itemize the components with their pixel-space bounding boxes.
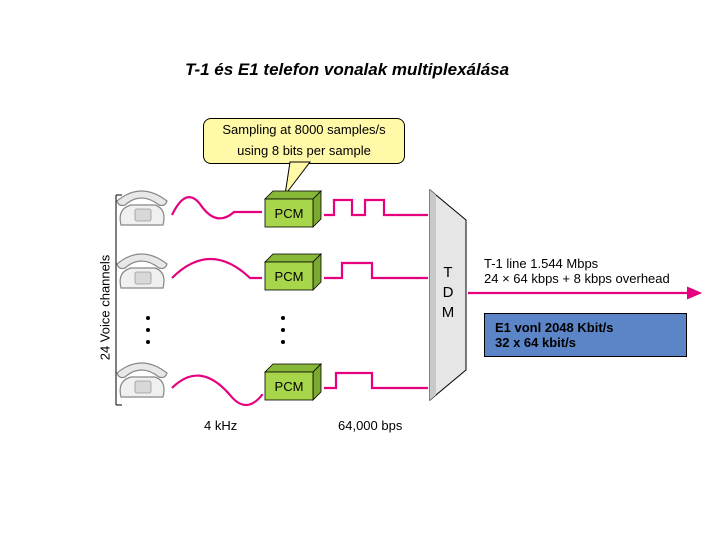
svg-text:M: M [442, 304, 455, 321]
svg-text:T: T [443, 264, 452, 281]
svg-text:PCM: PCM [275, 379, 304, 394]
svg-text:PCM: PCM [275, 206, 304, 221]
svg-text:D: D [443, 284, 454, 301]
diagram-svg: PCM PCM PCM TDM [0, 0, 720, 540]
svg-text:PCM: PCM [275, 269, 304, 284]
